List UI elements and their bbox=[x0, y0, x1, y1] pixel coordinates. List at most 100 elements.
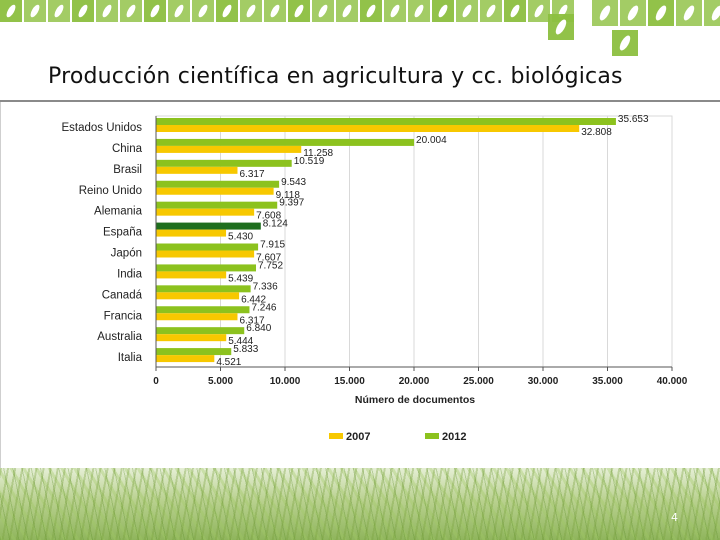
data-label-2012: 20.004 bbox=[416, 135, 447, 146]
data-label-2012: 35.653 bbox=[618, 114, 649, 125]
data-label-2012: 7.246 bbox=[251, 302, 276, 313]
bar-2007 bbox=[156, 334, 227, 342]
bar-2007 bbox=[156, 271, 227, 279]
legend-swatch-2007 bbox=[329, 433, 343, 439]
header-tile bbox=[360, 0, 382, 22]
header-tiles-svg bbox=[0, 0, 720, 56]
header-tile bbox=[264, 0, 286, 22]
category-label: Italia bbox=[118, 352, 143, 364]
bar-2012 bbox=[156, 159, 292, 167]
x-axis: 0 5.000 10.000 15.000 20.000 25.000 30.000 35.0… bbox=[153, 116, 688, 387]
labels: Estados Unidos 35.653 32.808 China 20.004 11.… bbox=[61, 114, 648, 368]
header-tile bbox=[0, 0, 22, 22]
bar-2012 bbox=[156, 327, 245, 335]
data-label-2007: 5.439 bbox=[228, 273, 253, 284]
category-label: Alemania bbox=[94, 206, 143, 218]
header-tile bbox=[648, 0, 674, 26]
header-tile bbox=[592, 0, 618, 26]
header-tile bbox=[48, 0, 70, 22]
data-label-2012: 5.833 bbox=[233, 344, 258, 355]
data-label-2012: 7.915 bbox=[260, 240, 285, 251]
x-tick-label: 10.000 bbox=[270, 376, 301, 387]
category-label: Japón bbox=[111, 248, 142, 260]
category-label: Reino Unido bbox=[79, 185, 142, 197]
data-label-2012: 7.752 bbox=[258, 260, 283, 271]
bar-2012 bbox=[156, 348, 232, 356]
grass-footer-background bbox=[0, 468, 720, 540]
bar-2012 bbox=[156, 264, 257, 272]
bar-2007 bbox=[156, 313, 238, 321]
data-label-2007: 5.444 bbox=[228, 336, 253, 347]
category-label: Estados Unidos bbox=[61, 122, 142, 134]
header-tile bbox=[312, 0, 334, 22]
data-label-2012: 8.124 bbox=[263, 219, 288, 230]
header-tile bbox=[72, 0, 94, 22]
chart-panel: Estados Unidos 35.653 32.808 China 20.004 11.… bbox=[0, 102, 720, 468]
bar-2012 bbox=[156, 201, 278, 209]
x-axis-title: Número de documentos bbox=[355, 394, 475, 406]
data-label-2007: 6.317 bbox=[239, 169, 264, 180]
bars bbox=[156, 118, 616, 363]
bar-2012 bbox=[156, 306, 250, 314]
legend-label-2007: 2007 bbox=[346, 431, 370, 443]
bar-2007 bbox=[156, 355, 215, 363]
header-tile bbox=[456, 0, 478, 22]
data-label-2012: 9.397 bbox=[279, 198, 304, 209]
data-label-2007: 32.808 bbox=[581, 127, 612, 138]
header-tile bbox=[240, 0, 262, 22]
data-label-2007: 7.607 bbox=[256, 253, 281, 264]
header-tile bbox=[96, 0, 118, 22]
data-label-2012: 9.543 bbox=[281, 177, 306, 188]
bar-2007 bbox=[156, 208, 255, 216]
x-tick-label: 5.000 bbox=[208, 376, 233, 387]
header-tile bbox=[528, 0, 550, 22]
header-tile bbox=[676, 0, 702, 26]
bar-2012 bbox=[156, 138, 415, 146]
header-tile bbox=[704, 0, 720, 26]
legend-swatch-2012 bbox=[425, 433, 439, 439]
header-tile bbox=[288, 0, 310, 22]
bar-chart: Estados Unidos 35.653 32.808 China 20.004 11.… bbox=[61, 114, 688, 443]
category-label: India bbox=[117, 268, 143, 280]
category-label: Australia bbox=[97, 331, 142, 343]
bar-2012 bbox=[156, 180, 280, 188]
header-tile bbox=[408, 0, 430, 22]
page-number: 4 bbox=[671, 511, 678, 524]
header-tile bbox=[612, 30, 638, 56]
x-tick-label: 35.000 bbox=[592, 376, 623, 387]
x-tick-label: 15.000 bbox=[334, 376, 365, 387]
category-label: España bbox=[103, 227, 143, 239]
category-label: Francia bbox=[104, 310, 143, 322]
x-tick-label: 0 bbox=[153, 376, 159, 387]
header-tile bbox=[504, 0, 526, 22]
bar-2007 bbox=[156, 187, 274, 195]
header-tile bbox=[192, 0, 214, 22]
header-tile bbox=[168, 0, 190, 22]
bar-2012 bbox=[156, 285, 251, 293]
data-label-2007: 4.521 bbox=[216, 357, 241, 368]
legend-label-2012: 2012 bbox=[442, 431, 466, 443]
bar-2012 bbox=[156, 118, 616, 125]
data-label-2007: 9.118 bbox=[276, 190, 301, 201]
header-tile-banner bbox=[0, 0, 720, 60]
bar-2007 bbox=[156, 166, 238, 174]
header-tile bbox=[480, 0, 502, 22]
bar-2007 bbox=[156, 292, 240, 300]
data-label-2012: 6.840 bbox=[246, 323, 271, 334]
data-label-2007: 7.608 bbox=[256, 211, 281, 222]
header-tile bbox=[384, 0, 406, 22]
header-tile bbox=[120, 0, 142, 22]
header-tile bbox=[216, 0, 238, 22]
legend: 2007 2012 bbox=[329, 431, 466, 443]
bar-2012 bbox=[156, 243, 259, 251]
header-tile bbox=[24, 0, 46, 22]
data-label-2012: 7.336 bbox=[253, 281, 278, 292]
bar-2007 bbox=[156, 125, 580, 132]
data-label-2007: 6.442 bbox=[241, 294, 266, 305]
slide-title: Producción científica en agricultura y c… bbox=[48, 64, 623, 89]
bar-2007 bbox=[156, 229, 227, 237]
bar-2007 bbox=[156, 145, 302, 153]
header-tile bbox=[336, 0, 358, 22]
x-tick-label: 20.000 bbox=[399, 376, 430, 387]
category-label: Canadá bbox=[102, 289, 143, 301]
